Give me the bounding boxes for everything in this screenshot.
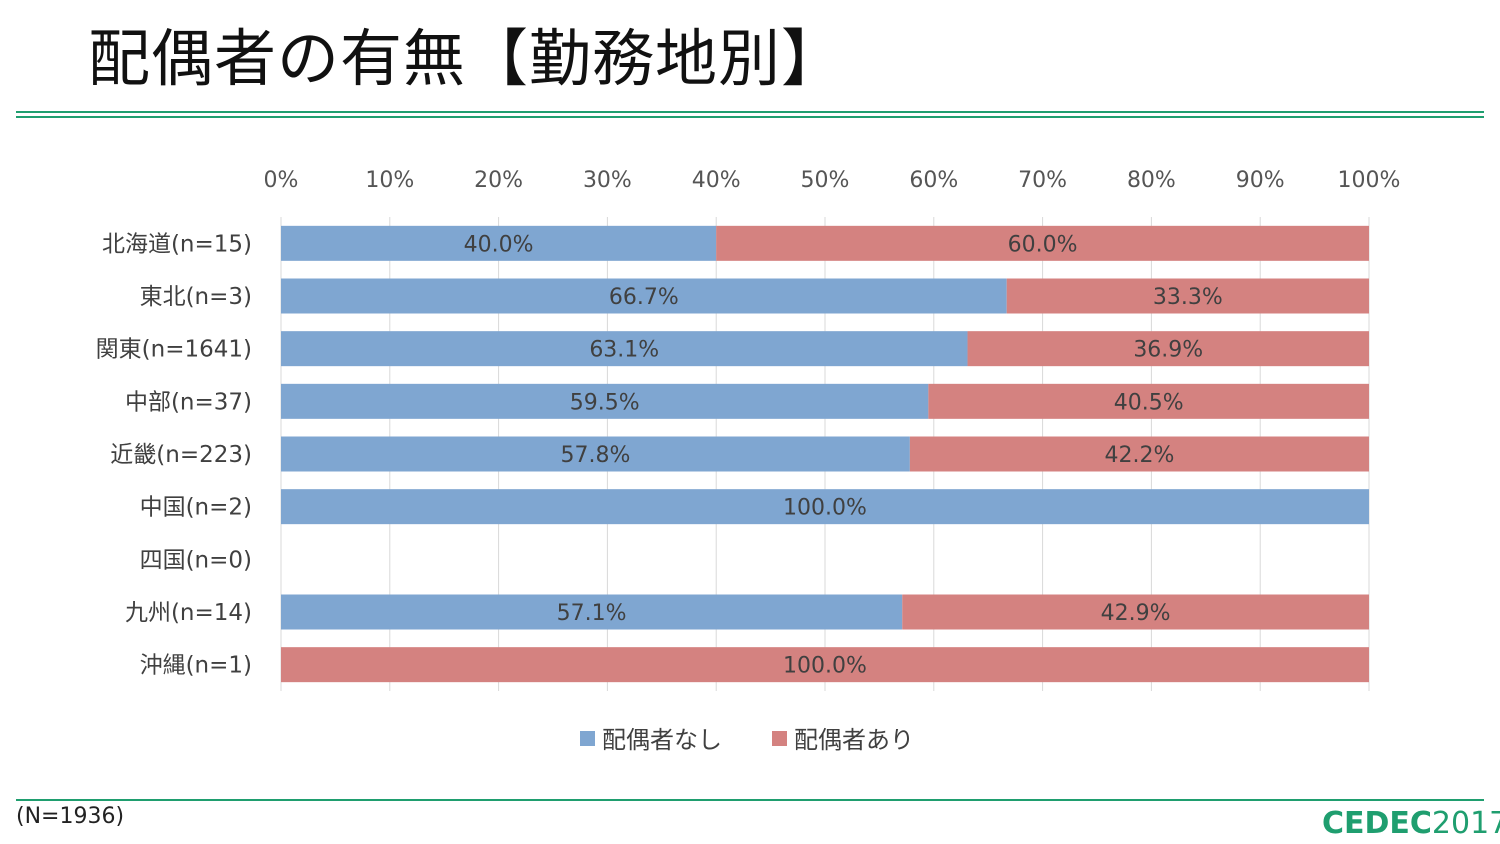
x-tick-label: 40% xyxy=(692,168,741,193)
stacked-bar-chart: 0% 10% 20% 30% 40% 50% 60% 70% 80% 90% 100% 北海道(n=1… xyxy=(96,168,1401,754)
title-divider-top xyxy=(16,111,1484,113)
category-label: 東北(n=3) xyxy=(140,284,252,310)
data-label: 100.0% xyxy=(783,654,867,679)
bar-segment-has-spouse xyxy=(967,331,1369,367)
bar-segment-no-spouse xyxy=(281,594,903,630)
data-label: 57.1% xyxy=(557,601,627,626)
x-tick-label: 50% xyxy=(801,168,850,193)
legend-swatch xyxy=(580,731,595,746)
category-label: 中国(n=2) xyxy=(140,495,252,521)
data-label: 57.8% xyxy=(560,443,630,468)
data-label: 40.0% xyxy=(464,232,534,257)
x-tick-label: 70% xyxy=(1018,168,1067,193)
category-label: 九州(n=14) xyxy=(125,600,252,626)
bar-segment-no-spouse xyxy=(281,383,929,419)
x-tick-label: 80% xyxy=(1127,168,1176,193)
category-label: 中部(n=37) xyxy=(125,389,252,415)
legend-label: 配偶者なし xyxy=(602,726,722,754)
data-label: 63.1% xyxy=(589,338,659,363)
logo-main: CEDEC xyxy=(1322,806,1432,841)
data-label: 40.5% xyxy=(1114,390,1184,415)
data-label: 36.9% xyxy=(1133,338,1203,363)
data-label: 33.3% xyxy=(1153,285,1223,310)
category-label: 近畿(n=223) xyxy=(110,442,252,468)
cedec-logo: CEDEC2017 xyxy=(1322,806,1500,841)
bar-segment-no-spouse xyxy=(281,331,968,367)
x-tick-label: 10% xyxy=(365,168,414,193)
footer-divider xyxy=(16,799,1484,801)
bar-segment-no-spouse xyxy=(281,436,910,472)
category-label: 関東(n=1641) xyxy=(96,337,252,363)
bar-segment-has-spouse xyxy=(281,647,1369,683)
slide-title: 配偶者の有無【勤務地別】 xyxy=(88,22,845,95)
data-label: 66.7% xyxy=(609,285,679,310)
data-label: 42.9% xyxy=(1101,601,1171,626)
data-label: 100.0% xyxy=(783,496,867,521)
bar-segment-has-spouse xyxy=(902,594,1369,630)
data-label: 42.2% xyxy=(1104,443,1174,468)
legend-swatch xyxy=(772,731,787,746)
x-tick-label: 60% xyxy=(909,168,958,193)
bar-segment-has-spouse xyxy=(1006,278,1369,314)
category-label: 沖縄(n=1) xyxy=(140,653,252,679)
title-divider-bottom xyxy=(16,116,1484,118)
x-tick-label: 90% xyxy=(1236,168,1285,193)
bar-segment-no-spouse xyxy=(281,225,717,261)
x-tick-label: 0% xyxy=(264,168,299,193)
bar-segment-has-spouse xyxy=(909,436,1369,472)
sample-size-note: (N=1936) xyxy=(16,804,125,829)
x-tick-label: 100% xyxy=(1338,168,1401,193)
logo-year: 2017 xyxy=(1431,806,1500,841)
x-tick-label: 20% xyxy=(474,168,523,193)
bar-segment-has-spouse xyxy=(928,383,1369,419)
bar-segment-no-spouse xyxy=(281,489,1369,525)
legend-label: 配偶者あり xyxy=(794,726,914,754)
category-label: 四国(n=0) xyxy=(140,547,252,573)
category-label: 北海道(n=15) xyxy=(102,231,252,257)
data-label: 60.0% xyxy=(1008,232,1078,257)
x-tick-label: 30% xyxy=(583,168,632,193)
data-label: 59.5% xyxy=(570,390,640,415)
bar-segment-no-spouse xyxy=(281,278,1007,314)
bar-segment-has-spouse xyxy=(716,225,1369,261)
